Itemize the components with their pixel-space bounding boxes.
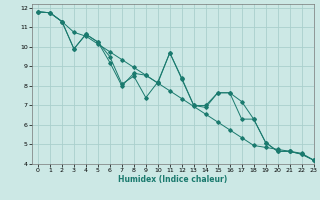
X-axis label: Humidex (Indice chaleur): Humidex (Indice chaleur) — [118, 175, 228, 184]
